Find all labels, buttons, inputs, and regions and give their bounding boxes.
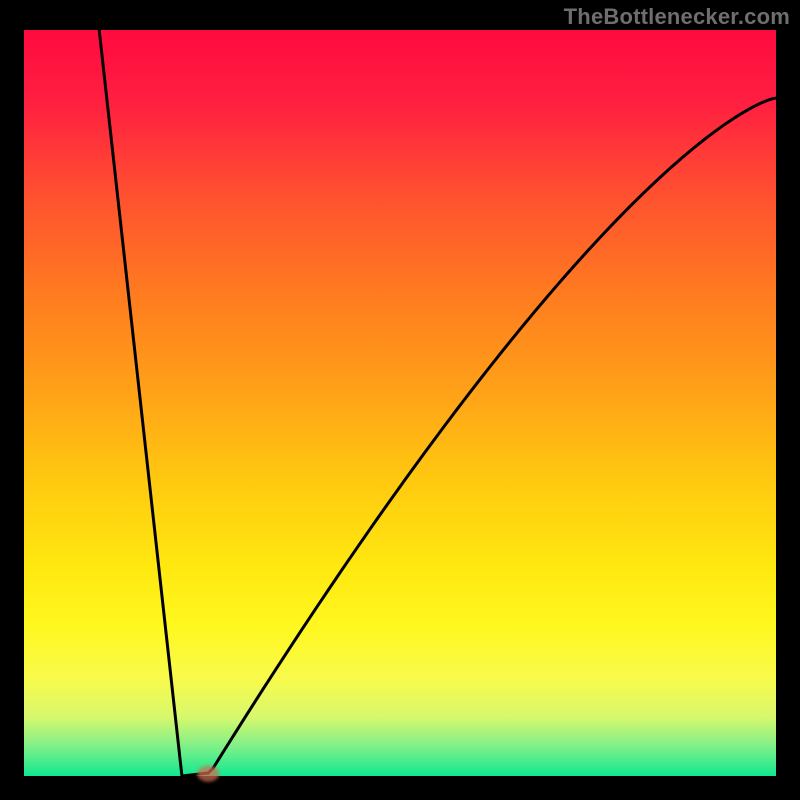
bottleneck-chart <box>0 0 800 800</box>
watermark-label: TheBottlenecker.com <box>564 4 790 30</box>
figure-container: TheBottlenecker.com <box>0 0 800 800</box>
optimum-marker <box>197 766 219 782</box>
